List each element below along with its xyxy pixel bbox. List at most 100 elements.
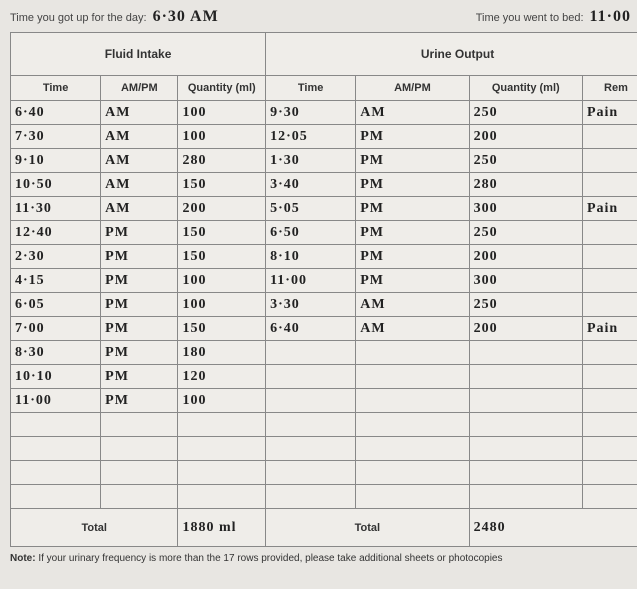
output-rem-value: Pain — [587, 105, 618, 120]
output-ampm-value: PM — [360, 177, 384, 192]
output-time-value: 1·30 — [270, 153, 300, 168]
output-time-value: 12·05 — [270, 129, 308, 144]
intake-qty: 280 — [178, 149, 266, 173]
intake-qty: 150 — [178, 245, 266, 269]
output-time: 1·30 — [266, 149, 356, 173]
table-row: 10·10 PM 120 — [11, 365, 637, 389]
output-section-title: Urine Output — [266, 33, 637, 76]
bed-value: 11·00 — [590, 8, 631, 26]
table-row: 11·00PM100 — [11, 389, 637, 413]
intake-qty-value: 100 — [182, 297, 206, 312]
output-rem — [582, 125, 637, 149]
intake-qty-value: 150 — [182, 321, 206, 336]
output-rem — [582, 461, 637, 485]
note-text: If your urinary frequency is more than t… — [36, 553, 503, 564]
intake-time: 12·40 — [11, 221, 101, 245]
col-qty: Quantity (ml) — [178, 76, 266, 101]
output-qty-value: 300 — [474, 201, 498, 216]
output-qty-value: 250 — [474, 297, 498, 312]
intake-time-value: 8·30 — [15, 345, 45, 360]
output-ampm: PM — [356, 269, 469, 293]
intake-time: 6·40 — [11, 101, 101, 125]
intake-ampm — [101, 461, 178, 485]
output-rem — [582, 389, 637, 413]
output-qty: 200 — [469, 125, 582, 149]
output-time-value: 6·50 — [270, 225, 300, 240]
intake-time: 10·10 — [11, 365, 101, 389]
output-ampm — [356, 413, 469, 437]
intake-time-value: 6·40 — [15, 105, 45, 120]
output-qty — [469, 485, 582, 509]
output-ampm-value: PM — [360, 225, 384, 240]
intake-time: 4·15 — [11, 269, 101, 293]
intake-qty-value: 120 — [182, 369, 206, 384]
output-time — [266, 341, 356, 365]
output-rem — [582, 413, 637, 437]
intake-ampm: PM — [101, 317, 178, 341]
intake-time: 11·30 — [11, 197, 101, 221]
intake-qty: 200 — [178, 197, 266, 221]
intake-total-label: Total — [11, 509, 178, 547]
output-time-value: 8·10 — [270, 249, 300, 264]
output-qty-value: 280 — [474, 177, 498, 192]
intake-time: 2·30 — [11, 245, 101, 269]
output-time-value: 3·40 — [270, 177, 300, 192]
intake-time-value: 11·00 — [15, 393, 52, 408]
intake-ampm: AM — [101, 173, 178, 197]
intake-ampm — [101, 437, 178, 461]
intake-time: 11·00 — [11, 389, 101, 413]
output-ampm-value: PM — [360, 249, 384, 264]
intake-ampm: PM — [101, 341, 178, 365]
intake-qty: 100 — [178, 269, 266, 293]
intake-total-value: 1880 ml — [178, 509, 266, 547]
output-ampm: AM — [356, 101, 469, 125]
output-qty: 250 — [469, 149, 582, 173]
intake-qty: 180 — [178, 341, 266, 365]
output-ampm: PM — [356, 221, 469, 245]
wake-value: 6·30 AM — [153, 8, 219, 26]
output-rem: Pain — [582, 317, 637, 341]
table-row: 10·50AM1503·40PM280 — [11, 173, 637, 197]
intake-qty: 150 — [178, 317, 266, 341]
intake-ampm — [101, 485, 178, 509]
intake-ampm-value: PM — [105, 225, 129, 240]
intake-ampm-value: PM — [105, 297, 129, 312]
total-row: Total 1880 ml Total 2480 — [11, 509, 637, 547]
intake-ampm: PM — [101, 389, 178, 413]
intake-ampm — [101, 413, 178, 437]
intake-time-value: 7·00 — [15, 321, 45, 336]
output-qty-value: 200 — [474, 321, 498, 336]
output-ampm-value: PM — [360, 129, 384, 144]
output-qty: 200 — [469, 317, 582, 341]
intake-qty: 150 — [178, 221, 266, 245]
header-row: Time you got up for the day: 6·30 AM Tim… — [10, 8, 637, 32]
intake-ampm: PM — [101, 221, 178, 245]
bed-field: Time you went to bed: 11·00 — [476, 8, 631, 26]
intake-qty-value: 180 — [182, 345, 206, 360]
output-qty-value: 250 — [474, 105, 498, 120]
intake-ampm-value: PM — [105, 345, 129, 360]
output-rem: Pain — [582, 101, 637, 125]
intake-ampm-value: PM — [105, 369, 129, 384]
output-time-value: 3·30 — [270, 297, 300, 312]
output-qty — [469, 413, 582, 437]
output-qty: 200 — [469, 245, 582, 269]
intake-time: 8·30 — [11, 341, 101, 365]
output-ampm — [356, 437, 469, 461]
col-remarks: Rem — [582, 76, 637, 101]
output-qty: 250 — [469, 221, 582, 245]
note-prefix: Note: — [10, 553, 36, 564]
intake-qty-value: 150 — [182, 225, 206, 240]
output-ampm: PM — [356, 125, 469, 149]
intake-time: 6·05 — [11, 293, 101, 317]
output-time: 6·50 — [266, 221, 356, 245]
intake-ampm: AM — [101, 125, 178, 149]
intake-qty-value: 150 — [182, 177, 206, 192]
output-time — [266, 437, 356, 461]
intake-ampm-value: AM — [105, 201, 130, 216]
output-rem-value: Pain — [587, 321, 618, 336]
output-qty-value: 200 — [474, 129, 498, 144]
intake-ampm: AM — [101, 149, 178, 173]
output-qty — [469, 389, 582, 413]
output-time: 5·05 — [266, 197, 356, 221]
